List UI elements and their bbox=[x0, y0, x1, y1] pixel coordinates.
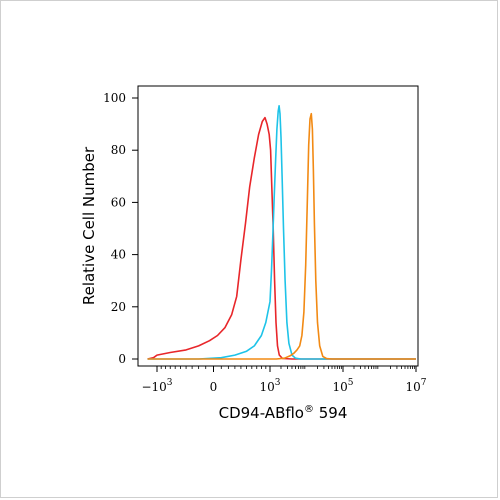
y-tick-label: 20 bbox=[111, 300, 126, 314]
x-tick-label: 0 bbox=[210, 380, 218, 394]
series-line-2 bbox=[147, 105, 416, 360]
y-tick-label: 80 bbox=[111, 143, 126, 157]
y-tick-label: 100 bbox=[103, 91, 126, 105]
x-axis-title-sup: ® bbox=[304, 404, 314, 415]
y-tick-label: 0 bbox=[118, 352, 126, 366]
x-tick-label: 103 bbox=[259, 378, 280, 394]
series-line-1 bbox=[147, 116, 416, 360]
y-tick-label: 60 bbox=[111, 195, 126, 209]
x-tick-label: 105 bbox=[332, 378, 353, 394]
x-tick-label: 107 bbox=[405, 378, 426, 394]
y-axis: 0 20 40 60 80 100 bbox=[103, 91, 138, 366]
x-axis-title-main: CD94-ABflo bbox=[219, 404, 304, 422]
y-tick-label: 40 bbox=[111, 248, 126, 262]
x-axis-title-suffix: 594 bbox=[314, 404, 347, 422]
x-tick-label: −103 bbox=[141, 378, 172, 394]
series-group bbox=[147, 105, 416, 360]
series-line-3 bbox=[147, 112, 416, 360]
y-axis-title: Relative Cell Number bbox=[80, 146, 98, 305]
x-axis: −103 0 103 105 107 bbox=[141, 366, 427, 394]
plot-area-border bbox=[137, 85, 419, 367]
x-axis-title: CD94-ABflo® 594 bbox=[219, 404, 348, 422]
